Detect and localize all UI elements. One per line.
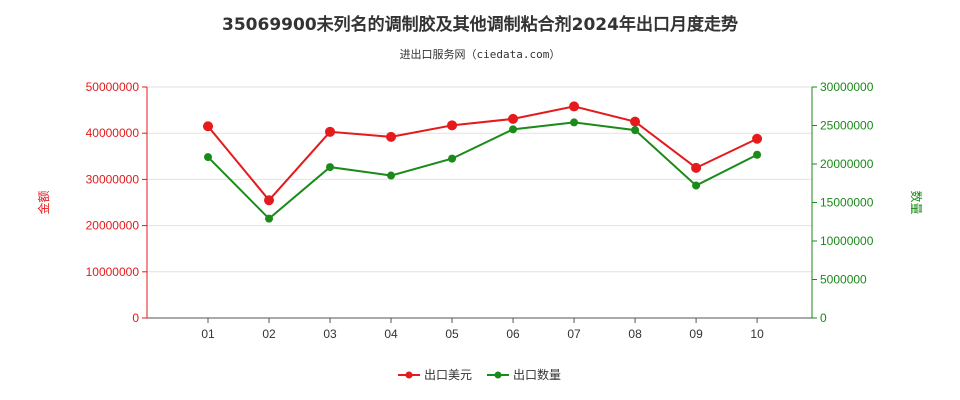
point-export-quantity[interactable]	[326, 163, 335, 172]
left-tick-label: 0	[132, 311, 139, 325]
point-export-usd[interactable]	[264, 195, 275, 206]
point-export-usd[interactable]	[569, 101, 580, 112]
chart-title: 35069900未列名的调制胶及其他调制粘合剂2024年出口月度走势	[222, 15, 738, 35]
point-export-quantity[interactable]	[509, 125, 518, 134]
x-tick-label: 08	[628, 327, 642, 341]
x-tick-label: 09	[689, 327, 703, 341]
legend-marker-export-usd	[405, 371, 413, 379]
point-export-usd[interactable]	[630, 116, 641, 127]
left-tick-label: 50000000	[86, 80, 140, 94]
right-tick-label: 15000000	[820, 196, 874, 210]
right-tick-label: 20000000	[820, 157, 874, 171]
x-tick-label: 07	[567, 327, 581, 341]
x-tick-label: 06	[506, 327, 520, 341]
right-tick-label: 10000000	[820, 234, 874, 248]
point-export-quantity[interactable]	[631, 126, 640, 135]
series-line-export-usd	[207, 105, 758, 202]
x-tick-label: 05	[445, 327, 459, 341]
chart-subtitle: 进出口服务网（ciedata.com）	[399, 48, 561, 61]
x-tick-label: 10	[750, 327, 764, 341]
point-export-quantity[interactable]	[692, 181, 701, 190]
left-tick-label: 10000000	[86, 265, 140, 279]
x-tick-label: 02	[262, 327, 276, 341]
legend-label-export-quantity[interactable]: 出口数量	[513, 367, 561, 382]
point-export-usd[interactable]	[203, 121, 214, 132]
point-export-usd[interactable]	[325, 126, 336, 137]
point-export-usd[interactable]	[386, 131, 397, 142]
legend-label-export-usd[interactable]: 出口美元	[424, 368, 472, 382]
series-layer	[203, 101, 763, 223]
right-tick-label: 5000000	[820, 273, 867, 287]
left-tick-label: 20000000	[86, 219, 140, 233]
right-axis-ticks: 0 5000000 10000000 15000000 20000000 25000000…	[812, 80, 874, 325]
x-tick-label: 01	[201, 327, 215, 341]
x-tick-label: 04	[384, 327, 398, 341]
x-axis-ticks: 01 02 03 04 05 06 07 08 09 10	[201, 318, 764, 341]
legend[interactable]: 出口美元 出口数量	[398, 367, 561, 382]
right-axis-label: 数量	[909, 190, 924, 214]
point-export-quantity[interactable]	[387, 171, 396, 180]
point-export-quantity[interactable]	[753, 150, 762, 159]
legend-marker-export-quantity	[494, 371, 502, 379]
point-export-quantity[interactable]	[570, 118, 579, 127]
point-export-quantity[interactable]	[204, 153, 213, 162]
point-export-usd[interactable]	[447, 120, 458, 131]
x-tick-label: 03	[323, 327, 337, 341]
point-export-usd[interactable]	[752, 133, 763, 144]
right-tick-label: 30000000	[820, 80, 874, 94]
left-axis-ticks: 0 10000000 20000000 30000000 40000000 5000000…	[86, 80, 147, 325]
point-export-quantity[interactable]	[265, 214, 274, 223]
left-tick-label: 30000000	[86, 172, 140, 186]
left-tick-label: 40000000	[86, 126, 140, 140]
point-export-usd[interactable]	[508, 113, 519, 124]
right-tick-label: 0	[820, 311, 827, 325]
series-line-export-quantity	[207, 121, 758, 221]
point-export-quantity[interactable]	[448, 154, 457, 163]
point-export-usd[interactable]	[691, 162, 702, 173]
left-axis-label: 金额	[36, 190, 51, 214]
right-tick-label: 25000000	[820, 119, 874, 133]
